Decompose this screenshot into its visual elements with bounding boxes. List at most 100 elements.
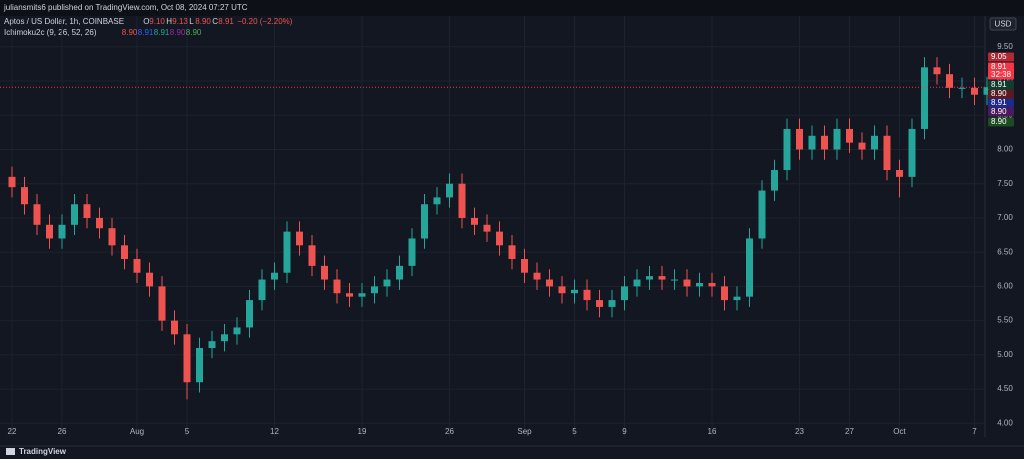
candle-body xyxy=(533,272,541,280)
price-tag-label: 32:38 xyxy=(991,70,1012,79)
candle-body xyxy=(646,276,653,280)
candle-body xyxy=(796,128,803,150)
candle-body xyxy=(746,238,753,297)
candle-body xyxy=(721,286,728,301)
x-tick-label: 7 xyxy=(972,427,977,436)
candle-body xyxy=(858,142,866,150)
price-tag-label: 8.90 xyxy=(991,89,1007,98)
candle-body xyxy=(208,341,216,349)
candle-body xyxy=(558,286,566,294)
price-tag xyxy=(988,62,1014,72)
candle-body xyxy=(433,197,441,205)
x-tick-label: Aug xyxy=(130,427,144,436)
candle-body xyxy=(771,170,778,191)
y-tick-label: 4.50 xyxy=(997,384,1013,393)
candle-body xyxy=(696,282,703,287)
candle-body xyxy=(246,300,253,328)
y-tick-label: 9.50 xyxy=(997,42,1013,51)
indicator-value: 8.91 xyxy=(154,28,170,37)
candle-body xyxy=(421,204,428,239)
candle-body xyxy=(121,245,128,260)
legend-value: 9.13 xyxy=(172,17,188,26)
currency[interactable]: USD xyxy=(995,20,1012,29)
candle-body xyxy=(233,327,241,335)
candle-body xyxy=(783,128,791,171)
price-tag xyxy=(988,107,1014,117)
candle-body xyxy=(983,87,991,95)
candle-body xyxy=(958,87,966,89)
legend-key: L xyxy=(189,17,194,26)
price-tag xyxy=(988,98,1014,108)
candle-body xyxy=(21,187,28,205)
candle-body xyxy=(583,289,591,301)
x-tick-label: Oct xyxy=(893,427,906,436)
candle-body xyxy=(608,300,616,307)
price-tag xyxy=(988,70,1014,80)
candle-body xyxy=(571,289,578,294)
x-tick-label: 5 xyxy=(185,427,190,436)
legend-key: O xyxy=(143,17,149,26)
candle-body xyxy=(133,259,141,273)
x-tick-label: 23 xyxy=(795,427,804,436)
candle-body xyxy=(946,74,953,88)
x-tick-label: 26 xyxy=(58,427,67,436)
y-tick-label: 4.00 xyxy=(997,418,1013,427)
candle-body xyxy=(71,204,78,225)
candle-body xyxy=(921,67,928,129)
header-bar xyxy=(0,0,1024,16)
candle-body xyxy=(8,176,16,188)
candle-body xyxy=(333,279,341,294)
candle-body xyxy=(108,228,116,246)
y-tick-label: 6.50 xyxy=(997,247,1013,256)
legend-value: 9.10 xyxy=(149,17,165,26)
byline: juliansmits6 published on TradingView.co… xyxy=(3,3,248,12)
y-tick-label: 5.50 xyxy=(997,316,1013,325)
candle-body xyxy=(458,183,466,218)
y-tick-label: 7.50 xyxy=(997,179,1013,188)
candle-body xyxy=(733,296,741,301)
y-tick-label: 8.00 xyxy=(997,145,1013,154)
candle-body xyxy=(408,238,416,266)
candle-body xyxy=(271,272,278,280)
candle-body xyxy=(196,348,203,383)
brand-logo xyxy=(6,448,15,455)
candle-body xyxy=(683,279,691,287)
price-tag-label: 9.05 xyxy=(991,52,1007,61)
price-tag-label: 8.90 xyxy=(991,117,1007,126)
candle-body xyxy=(521,259,528,273)
brand: TradingView xyxy=(19,447,67,456)
candle-body xyxy=(508,245,516,260)
candle-body xyxy=(146,272,153,287)
candle-body xyxy=(321,265,328,280)
candle-body xyxy=(221,334,228,342)
x-tick-label: 5 xyxy=(572,427,577,436)
candle-body xyxy=(471,217,478,225)
candle-body xyxy=(933,67,941,75)
candle-body xyxy=(383,279,391,287)
price-tag-label: 8.90 xyxy=(991,107,1007,116)
candle-body xyxy=(58,224,66,239)
candle-body xyxy=(46,224,53,239)
indicator-value: 8.90 xyxy=(186,28,202,37)
candle-body xyxy=(258,279,266,301)
candle-body xyxy=(883,135,891,171)
price-tag-label: 8.91 xyxy=(991,98,1007,107)
candle-body xyxy=(833,128,841,150)
currency-button[interactable] xyxy=(989,17,1017,31)
candle-body xyxy=(346,293,353,297)
candle-body xyxy=(83,204,91,218)
candle-body xyxy=(33,204,41,225)
x-tick-label: Sep xyxy=(517,427,532,436)
candle-body xyxy=(358,293,366,297)
x-tick-label: 19 xyxy=(358,427,367,436)
candle-body xyxy=(158,286,166,321)
candle-body xyxy=(596,300,603,307)
x-tick-label: 26 xyxy=(445,427,454,436)
x-tick-label: 12 xyxy=(270,427,279,436)
price-tag xyxy=(988,80,1014,90)
candle-body xyxy=(171,320,178,335)
x-tick-label: 27 xyxy=(845,427,854,436)
candle-body xyxy=(183,334,191,383)
